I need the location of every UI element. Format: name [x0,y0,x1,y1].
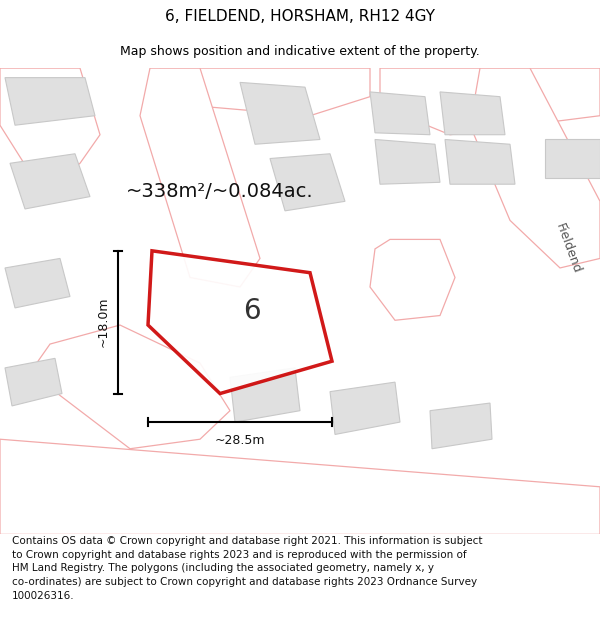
Polygon shape [0,439,600,534]
Polygon shape [5,358,62,406]
Text: 6: 6 [244,297,261,325]
Text: Map shows position and indicative extent of the property.: Map shows position and indicative extent… [120,45,480,58]
Polygon shape [380,68,600,135]
Polygon shape [330,382,400,434]
Polygon shape [5,258,70,308]
Polygon shape [270,154,345,211]
Polygon shape [240,82,320,144]
Polygon shape [440,92,505,135]
Text: 6, FIELDEND, HORSHAM, RH12 4GY: 6, FIELDEND, HORSHAM, RH12 4GY [165,9,435,24]
Polygon shape [370,239,455,320]
Text: Fieldend: Fieldend [553,222,583,276]
Polygon shape [230,368,300,422]
Polygon shape [375,139,440,184]
Polygon shape [430,403,492,449]
Polygon shape [370,92,430,135]
Text: ~18.0m: ~18.0m [97,297,110,348]
Polygon shape [10,154,90,209]
Polygon shape [148,251,332,394]
Text: Contains OS data © Crown copyright and database right 2021. This information is : Contains OS data © Crown copyright and d… [12,536,482,601]
Text: ~28.5m: ~28.5m [215,434,265,446]
Polygon shape [545,139,600,177]
Polygon shape [0,68,100,182]
Polygon shape [5,78,95,125]
Polygon shape [160,68,370,116]
Polygon shape [470,68,600,268]
Polygon shape [445,139,515,184]
Text: ~338m²/~0.084ac.: ~338m²/~0.084ac. [126,182,314,201]
Polygon shape [30,325,230,449]
Polygon shape [140,68,260,287]
